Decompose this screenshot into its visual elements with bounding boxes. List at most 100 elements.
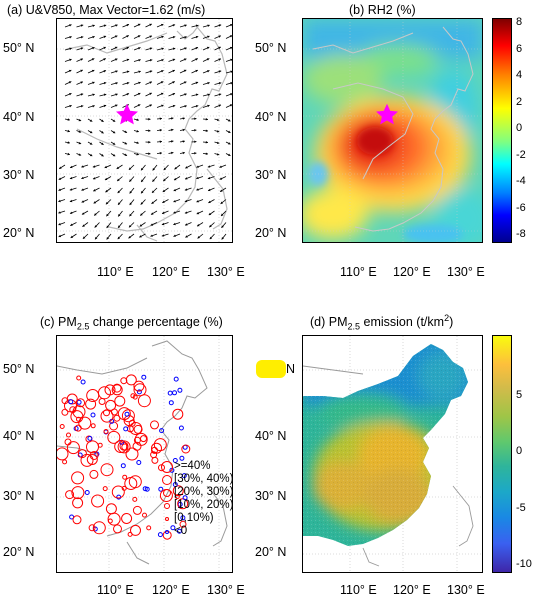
wind-vector-head (197, 223, 200, 227)
station-circle (129, 422, 143, 435)
station-circle (76, 375, 82, 381)
wind-vector-head (218, 104, 221, 107)
colorbar-tick-label: -4 (516, 175, 526, 187)
wind-vector-head (220, 201, 224, 204)
wind-vector-head (106, 225, 109, 228)
wind-vector-head (80, 24, 84, 27)
wind-vector-head (195, 69, 198, 73)
wind-vector-head (152, 179, 155, 182)
wind-vector-head (80, 69, 83, 73)
station-circle (158, 486, 164, 492)
wind-vector-head (78, 141, 82, 145)
panel-a-svg (57, 19, 232, 242)
wind-vector-head (159, 117, 162, 120)
wind-vector-head (114, 46, 118, 50)
lat-tick-d-50: N (286, 362, 296, 376)
wind-vector-head (173, 199, 176, 203)
wind-vector-head (137, 92, 141, 96)
lon-tick-d-110: 110° E (340, 583, 377, 597)
lat-tick-b-50: 50° N (255, 41, 287, 55)
wind-vector-head (149, 70, 153, 73)
wind-vector-head (184, 211, 188, 214)
wind-vector-head (196, 176, 199, 180)
station-circle (111, 485, 125, 499)
wind-vector-head (163, 167, 167, 171)
wind-vector-head (173, 211, 176, 214)
wind-vector-head (92, 165, 96, 168)
wind-vector-head (112, 142, 116, 145)
lat-tick-b-30: 30° N (255, 168, 287, 182)
wind-vector-head (78, 130, 82, 133)
legend-label: [0,10%) (174, 512, 214, 524)
wind-vector-head (114, 58, 118, 61)
station-circle (141, 374, 147, 380)
lat-tick-c-50: 50° N (3, 362, 35, 376)
station-circle (120, 463, 126, 469)
wind-vector-head (208, 212, 212, 216)
wind-vector-head (91, 69, 95, 73)
wind-vector-head (195, 81, 199, 85)
panel-b-map (302, 18, 483, 243)
panel-b-svg (303, 19, 482, 242)
wind-vector-head (126, 81, 130, 85)
wind-vector-head (209, 236, 213, 240)
station-circle (80, 453, 94, 467)
station-circle (151, 456, 159, 464)
station-circle (176, 528, 182, 534)
wind-vector-head (58, 211, 61, 214)
wind-vector-head (150, 223, 154, 226)
wind-vector-head (162, 200, 165, 203)
wind-vector-head (149, 23, 152, 27)
wind-vector-head (93, 201, 97, 204)
wind-vector-head (161, 47, 164, 51)
station-circle (132, 496, 138, 502)
station-circle (172, 458, 178, 463)
wind-vector-head (126, 46, 129, 50)
wind-vector-head (126, 93, 130, 96)
wind-vector-head (160, 92, 164, 96)
legend-item: [0,10%) (160, 512, 233, 525)
wind-vector-head (172, 104, 176, 108)
station-circle (132, 505, 142, 515)
wind-vector-head (103, 46, 106, 50)
station-circle (128, 475, 142, 489)
wind-vector-head (220, 189, 223, 192)
wind-vector-head (229, 35, 232, 38)
wind-vector-head (136, 152, 139, 156)
wind-vector-head (171, 117, 174, 120)
station-circle (90, 412, 96, 418)
lon-tick-b-120: 120° E (393, 265, 431, 279)
station-circle (121, 409, 135, 423)
wind-vector-head (78, 153, 82, 156)
wind-vector-head (195, 47, 199, 50)
station-circle (179, 455, 185, 461)
station-circle (59, 424, 65, 429)
wind-vector-head (115, 93, 118, 96)
station-circle (170, 525, 176, 531)
station-circle (77, 449, 87, 459)
wind-vector-head (68, 69, 72, 73)
wind-vector-head (171, 140, 174, 143)
wind-vector-head (149, 92, 152, 96)
wind-vector-head (195, 58, 198, 61)
lon-tick-a-130: 130° E (207, 265, 245, 279)
wind-vector-head (194, 151, 197, 155)
legend-item: >=40% (160, 460, 233, 473)
wind-vector-head (173, 188, 177, 192)
colorbar-tick-label: 8 (516, 16, 523, 28)
wind-vector-head (112, 119, 116, 122)
station-circle (120, 377, 128, 385)
wind-vector-head (206, 58, 210, 61)
wind-vector-head (148, 117, 151, 121)
wind-vector-head (69, 199, 73, 203)
station-circle (150, 420, 159, 430)
wind-vector-head (227, 153, 231, 156)
wind-vector-head (89, 130, 93, 134)
station-circle (89, 469, 99, 479)
wind-vector-head (129, 213, 132, 217)
wind-vector-head (58, 199, 61, 203)
wind-vector-head (149, 59, 153, 62)
station-circle (113, 524, 122, 534)
station-circle (107, 430, 121, 444)
wind-vector-head (67, 152, 70, 156)
